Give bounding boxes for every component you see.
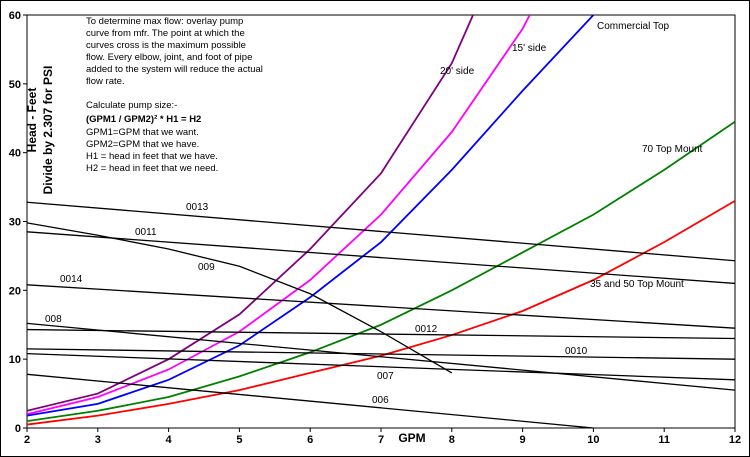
series-line xyxy=(27,322,735,391)
plot xyxy=(27,15,735,428)
series-label: 20' side xyxy=(440,66,475,77)
series-line xyxy=(27,373,594,428)
series-line xyxy=(27,231,735,285)
series-line xyxy=(27,348,735,360)
y-axis-subtitle: Divide by 2.307 for PSI xyxy=(41,66,55,195)
series-label: 0010 xyxy=(565,346,588,357)
annotation: To determine max flow: overlay pump xyxy=(86,16,243,27)
x-tick-label: 4 xyxy=(166,434,173,446)
x-tick-label: 9 xyxy=(520,434,526,446)
series-label: 0012 xyxy=(415,324,438,335)
series-line xyxy=(27,200,735,426)
x-tick-label: 6 xyxy=(307,434,313,446)
y-tick-label: 20 xyxy=(9,285,21,297)
series-line xyxy=(27,120,735,423)
annotation: curves cross is the maximum possible xyxy=(86,40,246,51)
annotation: Calculate pump size:- xyxy=(86,100,177,111)
annotation: H2 = head in feet that we need. xyxy=(86,163,218,174)
y-tick-label: 30 xyxy=(9,217,21,229)
x-tick-label: 8 xyxy=(449,434,455,446)
y-tick-label: 0 xyxy=(15,423,21,435)
x-axis-title: GPM xyxy=(398,431,425,445)
y-tick-label: 50 xyxy=(9,79,21,91)
series-label: 0011 xyxy=(135,227,157,238)
annotation: curve from mfr. The point at which the xyxy=(86,28,245,39)
y-tick-label: 10 xyxy=(9,354,21,366)
x-tick-label: 12 xyxy=(729,434,741,446)
y-axis-title: Head - Feet xyxy=(25,88,39,153)
series-label: 0013 xyxy=(186,202,209,213)
series-line xyxy=(27,222,453,374)
annotation: GPM2=GPM that we have. xyxy=(86,139,199,150)
series-line xyxy=(27,284,735,329)
series-label: 006 xyxy=(372,395,389,406)
series-line xyxy=(27,15,531,416)
series-label: 008 xyxy=(45,314,62,325)
x-tick-label: 11 xyxy=(658,434,670,446)
annotation: GPM1=GPM that we want. xyxy=(86,127,199,138)
annotation: (GPM1 / GPM2)² * H1 = H2 xyxy=(86,114,201,125)
x-tick-label: 2 xyxy=(24,434,30,446)
series-line xyxy=(27,353,735,381)
x-tick-label: 3 xyxy=(95,434,101,446)
series-label: 70 Top Mount xyxy=(642,144,703,155)
annotation: flow. Every elbow, joint, and foot of pi… xyxy=(86,52,252,63)
y-tick-label: 40 xyxy=(9,148,21,160)
series-line xyxy=(27,201,735,262)
series-label: 0014 xyxy=(60,274,83,285)
annotation: added to the system will reduce the actu… xyxy=(86,64,263,75)
series-label: 009 xyxy=(198,262,215,273)
series-line xyxy=(27,328,735,340)
series-label: 007 xyxy=(377,371,394,382)
annotation: flow rate. xyxy=(86,76,125,87)
y-tick-label: 60 xyxy=(9,10,21,22)
series-line xyxy=(27,15,474,412)
x-tick-label: 10 xyxy=(587,434,599,446)
series-line xyxy=(27,15,595,417)
series-label: 15' side xyxy=(512,43,547,54)
annotation: H1 = head in feet that we have. xyxy=(86,151,218,162)
series-label: 35 and 50 Top Mount xyxy=(590,279,684,290)
series-label: Commercial Top xyxy=(597,21,669,32)
x-tick-label: 7 xyxy=(378,434,384,446)
x-tick-label: 5 xyxy=(236,434,242,446)
